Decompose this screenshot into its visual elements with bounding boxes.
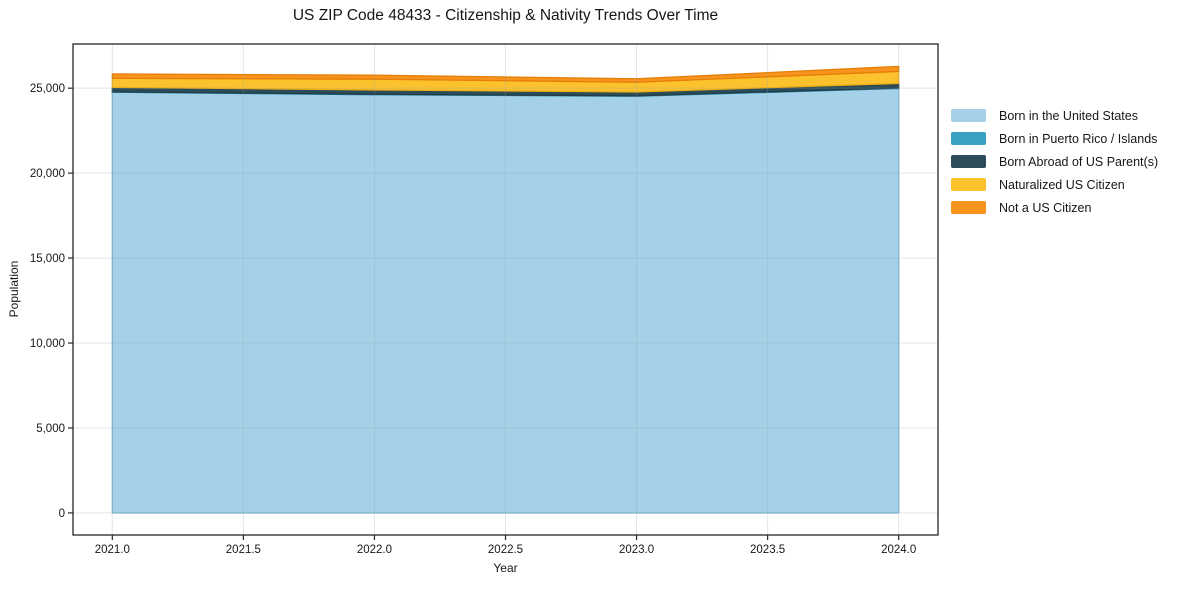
y-tick-label: 25,000 <box>30 83 65 95</box>
legend-item: Born Abroad of US Parent(s) <box>951 150 1158 173</box>
x-tick-label: 2022.0 <box>357 544 392 556</box>
legend: Born in the United States Born in Puerto… <box>951 104 1158 219</box>
legend-swatch-born-puerto-rico <box>951 132 986 145</box>
legend-label: Not a US Citizen <box>999 200 1092 215</box>
legend-label: Born in the United States <box>999 108 1138 123</box>
x-tick-label: 2021.5 <box>226 544 261 556</box>
y-tick-label: 10,000 <box>30 338 65 350</box>
x-tick-label: 2021.0 <box>95 544 130 556</box>
legend-item: Born in Puerto Rico / Islands <box>951 127 1158 150</box>
chart-title: US ZIP Code 48433 - Citizenship & Nativi… <box>292 7 719 24</box>
legend-label: Born Abroad of US Parent(s) <box>999 154 1159 169</box>
legend-swatch-born-abroad <box>951 155 986 168</box>
x-axis-label: Year <box>493 561 518 575</box>
legend-swatch-naturalized <box>951 178 986 191</box>
x-tick-label: 2023.0 <box>619 544 654 556</box>
x-tick-label: 2024.0 <box>881 544 916 556</box>
legend-label: Born in Puerto Rico / Islands <box>999 131 1158 146</box>
y-tick-label: 5,000 <box>36 423 65 435</box>
legend-swatch-born-in-us <box>951 109 986 122</box>
y-axis-label: Population <box>7 260 21 318</box>
y-tick-label: 20,000 <box>30 168 65 180</box>
x-tick-label: 2022.5 <box>488 544 523 556</box>
x-tick-label: 2023.5 <box>750 544 785 556</box>
legend-item: Not a US Citizen <box>951 196 1158 219</box>
legend-item: Born in the United States <box>951 104 1158 127</box>
legend-swatch-not-citizen <box>951 201 986 214</box>
y-tick-label: 0 <box>59 508 65 520</box>
legend-label: Naturalized US Citizen <box>999 177 1125 192</box>
area-series-4 <box>111 65 900 83</box>
y-tick-label: 15,000 <box>30 253 65 265</box>
legend-item: Naturalized US Citizen <box>951 173 1158 196</box>
